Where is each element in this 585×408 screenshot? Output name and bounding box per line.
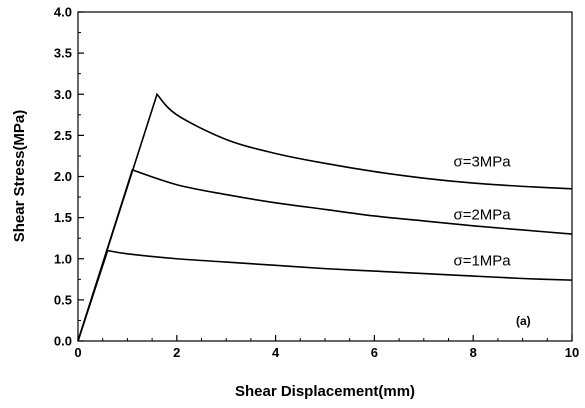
- y-tick-label: 3.5: [54, 46, 72, 61]
- series-label-3: σ=1MPa: [453, 252, 511, 269]
- series-line-3: [77, 249, 573, 342]
- series-layer: [77, 92, 573, 342]
- panel-label: (a): [516, 314, 531, 328]
- x-tick-label: 10: [565, 345, 579, 360]
- y-tick-label: 4.0: [54, 5, 72, 20]
- y-tick-label: 1.0: [54, 251, 72, 266]
- series-label-2: σ=2MPa: [453, 206, 511, 223]
- x-tick-label: 8: [470, 345, 477, 360]
- y-tick-label: 0.5: [54, 292, 72, 307]
- x-axis-title: Shear Displacement(mm): [235, 383, 415, 400]
- x-tick-label: 0: [74, 345, 81, 360]
- x-tick-label: 6: [371, 345, 378, 360]
- series-line-2: [77, 168, 573, 342]
- series-label-1: σ=3MPa: [453, 154, 511, 171]
- labels-layer: σ=3MPa σ=2MPa σ=1MPa: [453, 154, 511, 270]
- x-tick-label: 2: [173, 345, 180, 360]
- y-axis-title: Shear Stress(MPa): [11, 110, 28, 243]
- series-line-1: [77, 92, 573, 342]
- axes-layer: 0.0 0.5 1.0 1.5 2.0 2.5 3.0 3.5 4.0 0 2 4 6 8 10: [54, 5, 579, 361]
- y-tick-label: 2.5: [54, 128, 72, 143]
- y-tick-label: 2.0: [54, 169, 72, 184]
- y-tick-label: 3.0: [54, 87, 72, 102]
- y-tick-label: 0.0: [54, 334, 72, 349]
- x-tick-label: 4: [272, 345, 280, 360]
- y-tick-label: 1.5: [54, 210, 72, 225]
